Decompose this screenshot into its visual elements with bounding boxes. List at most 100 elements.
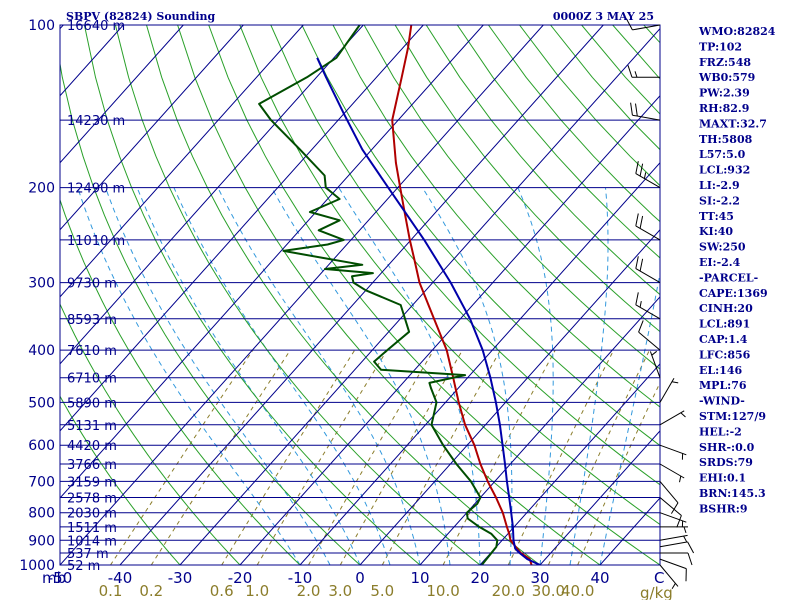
index-value: -WIND- bbox=[699, 395, 745, 408]
index-value: LCL:891 bbox=[699, 318, 750, 331]
index-value: STM:127/9 bbox=[699, 410, 766, 423]
index-value: L57:5.0 bbox=[699, 148, 746, 161]
temperature-tick-labels: -50 -40 -30 -20 -10 0 10 20 30 40 bbox=[48, 569, 610, 587]
dewpoint-trace bbox=[258, 25, 499, 565]
pressure-tick-label: 500 bbox=[28, 395, 55, 411]
height-label: 3159 m bbox=[67, 475, 117, 490]
index-value: -PARCEL- bbox=[699, 271, 758, 284]
mixing-ratio-label: 10.0 bbox=[426, 582, 459, 600]
index-value: WB0:579 bbox=[698, 71, 755, 84]
index-value: EL:146 bbox=[699, 364, 742, 377]
index-value: MAXT:32.7 bbox=[699, 117, 767, 130]
y-axis-unit: mb bbox=[42, 569, 66, 587]
index-value: SRDS:79 bbox=[699, 456, 753, 469]
height-labels: 16640 m 14230 m 12490 m 11010 m 9730 m 8593 m… bbox=[67, 19, 125, 574]
mixing-ratio-label: 1.0 bbox=[245, 582, 269, 600]
pressure-tick-label: 400 bbox=[28, 343, 55, 359]
isotherm-line bbox=[60, 25, 544, 565]
mixing-ratio-label: 40.0 bbox=[561, 582, 594, 600]
temperature-tick-label: 0 bbox=[355, 569, 365, 587]
height-label: 4420 m bbox=[67, 439, 117, 454]
wind-barb bbox=[659, 444, 687, 460]
isotherm-line bbox=[60, 25, 184, 164]
height-label: 7610 m bbox=[67, 344, 117, 359]
temperature-tick-label: 20 bbox=[470, 569, 489, 587]
pressure-tick-label: 800 bbox=[28, 506, 55, 522]
mixing-ratio-label: 0.6 bbox=[210, 582, 234, 600]
height-label: 11010 m bbox=[67, 234, 125, 249]
mixing-ratio-labels: 0.1 0.2 0.6 1.0 2.0 3.0 5.0 10.0 20.0 30.040.0 bbox=[99, 582, 595, 600]
temperature-tick-label: -20 bbox=[228, 569, 253, 587]
height-label: 3766 m bbox=[67, 458, 117, 473]
index-value: CINH:20 bbox=[699, 302, 753, 315]
wind-barb bbox=[649, 350, 661, 378]
index-value: WMO:82824 bbox=[698, 25, 776, 38]
index-value: TT:45 bbox=[699, 210, 734, 223]
wind-barb bbox=[659, 463, 685, 483]
temperature-tick-label: -30 bbox=[168, 569, 193, 587]
pressure-tick-label: 600 bbox=[28, 438, 55, 454]
height-label: 16640 m bbox=[67, 19, 125, 34]
temperature-tick-label: 40 bbox=[590, 569, 609, 587]
wind-barbs bbox=[625, 18, 695, 590]
wind-barb bbox=[635, 213, 661, 241]
isotherm-line bbox=[239, 94, 660, 565]
mixing-ratio-label: 3.0 bbox=[328, 582, 352, 600]
height-label: 5131 m bbox=[67, 419, 117, 434]
wind-barb bbox=[660, 526, 688, 534]
pressure-tick-label: 100 bbox=[28, 18, 55, 34]
height-label: 2030 m bbox=[67, 507, 117, 522]
index-value: FRZ:548 bbox=[699, 56, 751, 69]
height-label: 8593 m bbox=[67, 313, 117, 328]
wind-barb bbox=[635, 256, 661, 284]
temperature-tick-label: -10 bbox=[288, 569, 313, 587]
index-value: HEL:-2 bbox=[699, 425, 742, 438]
isotherm-line bbox=[539, 430, 660, 565]
station-title: SBPV (82824) Sounding bbox=[66, 10, 216, 23]
index-value: EHI:0.1 bbox=[699, 472, 746, 485]
height-label: 52 m bbox=[67, 559, 100, 574]
height-label: 1511 m bbox=[67, 521, 117, 536]
mixing-ratio-label: 2.0 bbox=[297, 582, 321, 600]
index-value: SHR-:0.0 bbox=[699, 441, 755, 454]
wind-barb bbox=[659, 512, 687, 528]
index-value: TH:5808 bbox=[699, 133, 753, 146]
moist-adiabat bbox=[173, 187, 391, 565]
height-label: 9730 m bbox=[67, 277, 117, 292]
isotherms bbox=[60, 25, 660, 565]
isotherm-line bbox=[179, 27, 660, 565]
index-value: TP:102 bbox=[699, 40, 742, 53]
wind-barb bbox=[635, 292, 661, 320]
wind-barb bbox=[659, 541, 695, 554]
index-value: CAP:1.4 bbox=[699, 333, 748, 346]
mixing-ratio-label: 0.1 bbox=[99, 582, 123, 600]
height-label: 2578 m bbox=[67, 492, 117, 507]
wind-barb bbox=[660, 552, 693, 566]
mixing-ratio-label: 0.2 bbox=[139, 582, 163, 600]
pressure-tick-labels: 100 200 300 400 500 600 700 800 900 1000 bbox=[19, 18, 55, 574]
height-label: 14230 m bbox=[67, 114, 125, 129]
height-label: 537 m bbox=[67, 547, 109, 562]
wind-barb bbox=[630, 102, 661, 121]
isotherm-line bbox=[479, 363, 660, 565]
temperature-tick-label: 10 bbox=[410, 569, 429, 587]
indices-panel: WMO:82824 TP:102 FRZ:548 WB0:579 PW:2.39 RH:8… bbox=[698, 25, 776, 515]
wind-barb bbox=[659, 558, 687, 582]
isotherm-line bbox=[60, 25, 424, 432]
index-value: MPL:76 bbox=[699, 379, 747, 392]
isotherm-line bbox=[60, 25, 484, 499]
height-label: 6710 m bbox=[67, 372, 117, 387]
index-value: SW:250 bbox=[699, 241, 746, 254]
index-value: KI:40 bbox=[699, 225, 733, 238]
pressure-tick-label: 300 bbox=[28, 276, 55, 292]
pressure-tick-label: 900 bbox=[28, 533, 55, 549]
isotherm-line bbox=[60, 25, 304, 298]
height-label: 12490 m bbox=[67, 182, 125, 197]
wind-barb bbox=[659, 497, 682, 528]
parcel-trace bbox=[316, 57, 543, 565]
plot-frame bbox=[59, 24, 661, 566]
wind-barb bbox=[659, 410, 686, 426]
index-value: RH:82.9 bbox=[699, 102, 749, 115]
temperature-tick-label: 30 bbox=[530, 569, 549, 587]
wind-barb bbox=[659, 481, 679, 514]
